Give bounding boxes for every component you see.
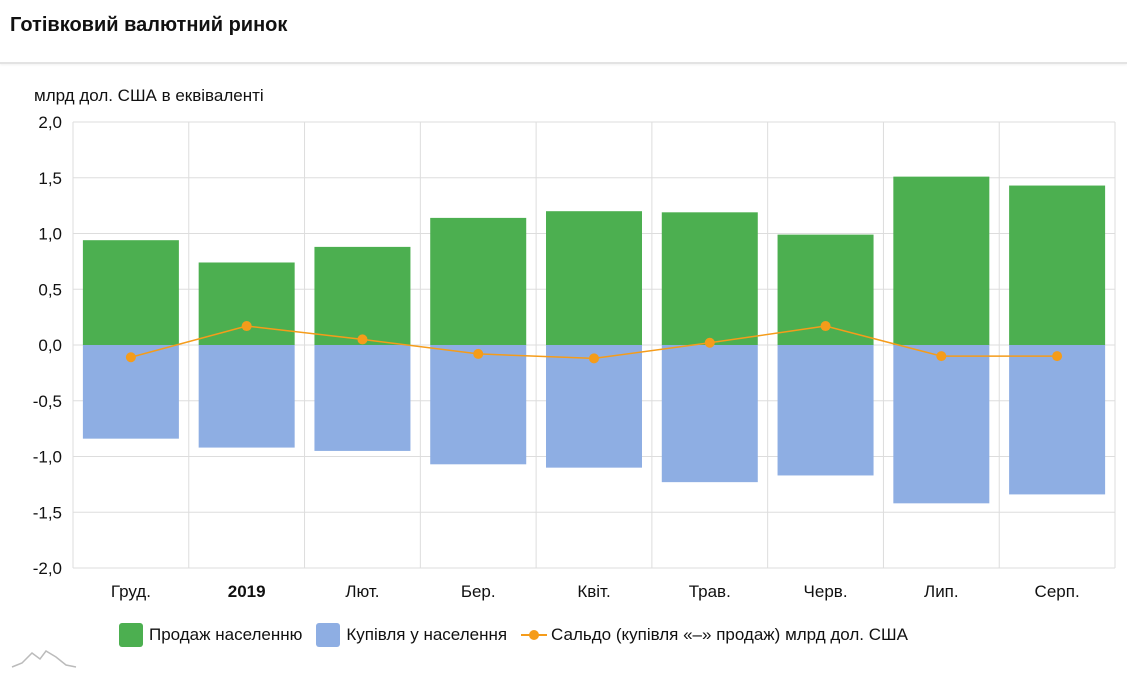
bar-sales xyxy=(893,176,990,345)
x-tick-label: Лип. xyxy=(924,582,959,601)
bar-sales xyxy=(198,262,295,345)
legend-label: Сальдо (купівля «–» продаж) млрд дол. СШ… xyxy=(551,625,908,644)
bar-purchases xyxy=(430,345,527,465)
y-tick-label: -2,0 xyxy=(33,559,62,578)
x-tick-label: 2019 xyxy=(228,582,266,601)
x-tick-label: Серп. xyxy=(1035,582,1080,601)
balance-point xyxy=(125,352,136,363)
balance-point xyxy=(820,321,831,332)
x-tick-label: Черв. xyxy=(804,582,848,601)
logo-mountain-icon xyxy=(11,650,77,668)
bar-sales xyxy=(546,211,642,345)
bar-purchases xyxy=(314,345,411,451)
balance-point xyxy=(241,321,252,332)
y-tick-label: -1,0 xyxy=(33,448,62,467)
y-tick-label: -0,5 xyxy=(33,392,62,411)
header: Готівковий валютний ринок xyxy=(0,0,1127,64)
y-tick-label: 1,5 xyxy=(38,169,62,188)
balance-point xyxy=(473,348,484,359)
legend-item-balance[interactable]: Сальдо (купівля «–» продаж) млрд дол. СШ… xyxy=(521,623,908,647)
x-tick-label: Бер. xyxy=(461,582,496,601)
legend-swatch-sales xyxy=(119,623,143,647)
legend-item-purchases[interactable]: Купівля у населення xyxy=(316,623,507,647)
x-tick-label: Квіт. xyxy=(577,582,610,601)
bar-purchases xyxy=(661,345,758,483)
bar-purchases xyxy=(1009,345,1106,495)
bar-purchases xyxy=(198,345,295,448)
bar-purchases xyxy=(546,345,642,468)
y-axis-label: млрд дол. США в еквіваленті xyxy=(34,86,264,105)
bar-purchases xyxy=(777,345,874,476)
legend: Продаж населенню Купівля у населення Сал… xyxy=(119,623,922,647)
y-tick-label: 0,0 xyxy=(38,336,62,355)
legend-swatch-purchases xyxy=(316,623,341,647)
balance-point xyxy=(589,353,599,364)
balance-point xyxy=(1052,351,1063,362)
page-title: Готівковий валютний ринок xyxy=(10,14,288,36)
bar-purchases xyxy=(893,345,990,504)
legend-label: Продаж населенню xyxy=(149,625,303,644)
y-tick-label: 2,0 xyxy=(38,113,62,132)
bar-sales xyxy=(430,217,527,345)
bar-sales xyxy=(1009,185,1106,345)
y-tick-label: 0,5 xyxy=(38,280,62,299)
balance-point xyxy=(936,351,947,362)
x-tick-label: Груд. xyxy=(111,582,151,601)
bar-sales xyxy=(314,246,411,345)
legend-label: Купівля у населення xyxy=(346,625,508,644)
bar-sales xyxy=(82,240,179,345)
bar-sales xyxy=(661,212,758,345)
y-tick-label: -1,5 xyxy=(33,503,62,522)
balance-point xyxy=(357,334,368,345)
balance-point xyxy=(704,337,715,348)
x-tick-label: Лют. xyxy=(345,582,379,601)
legend-line-marker-icon xyxy=(521,623,548,647)
y-tick-label: 1,0 xyxy=(38,225,62,244)
legend-item-sales[interactable]: Продаж населенню xyxy=(119,623,302,647)
x-tick-label: Трав. xyxy=(689,582,731,601)
